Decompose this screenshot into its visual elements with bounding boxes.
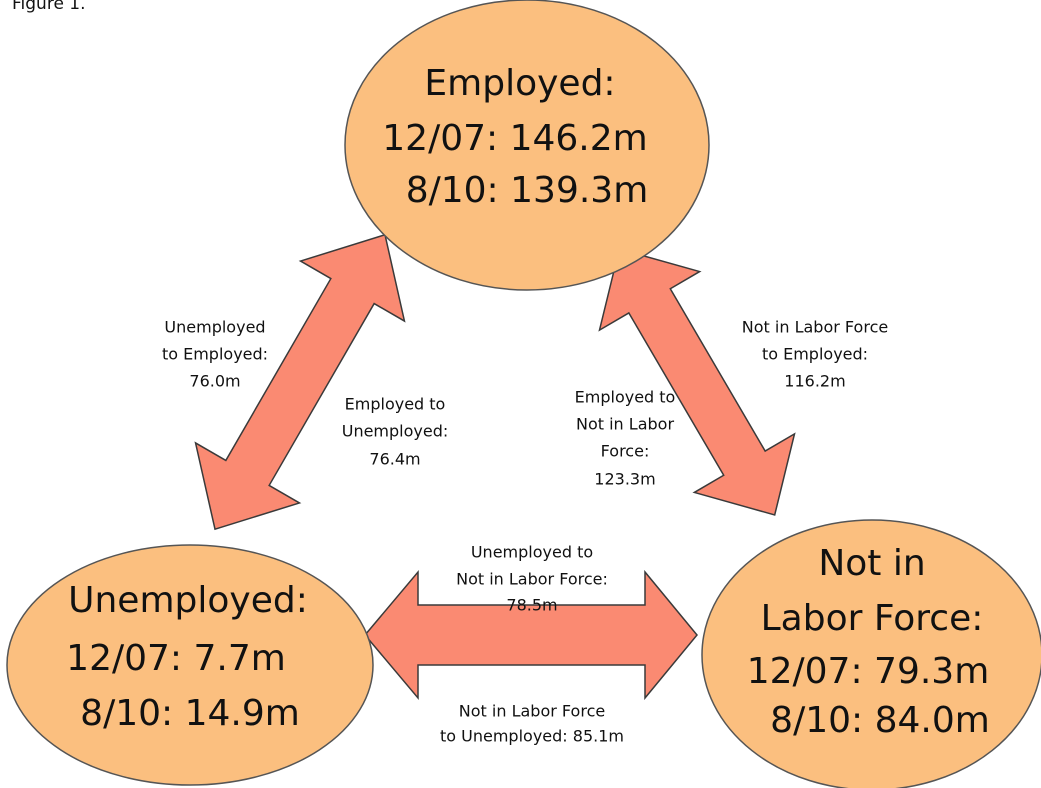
edge-text: Not in Labor Force — [459, 702, 605, 721]
edge-text: 76.4m — [369, 450, 420, 469]
arrows — [194, 233, 796, 701]
edge-text: Force: — [601, 442, 650, 461]
edge-text: Employed to — [575, 388, 676, 407]
edge-text: Not in Labor Force — [742, 318, 888, 337]
edge-label: Not in Labor Force to Employed: 116.2m — [742, 318, 888, 391]
node-text: 12/07: 146.2m — [382, 118, 647, 159]
edge-text: to Employed: — [762, 345, 868, 364]
edge-text: 78.5m — [506, 596, 557, 615]
caption: Figure 1. — [12, 0, 86, 14]
node-shape — [344, 0, 710, 291]
node-text: 8/10: 84.0m — [770, 700, 990, 741]
edge-label: Employed to Unemployed: 76.4m — [342, 395, 449, 469]
edge-text: 123.3m — [594, 470, 655, 489]
node-text: Employed: — [424, 63, 615, 104]
edge-text: 76.0m — [189, 372, 240, 391]
node-not-in-labor-force: Not in Labor Force: 12/07: 79.3m 8/10: 8… — [701, 519, 1041, 788]
edge-text: Not in Labor — [576, 415, 674, 434]
node-text: Unemployed: — [68, 580, 308, 621]
edge-text: Not in Labor Force: — [456, 570, 608, 589]
edge-text: Unemployed — [164, 318, 265, 337]
node-text: 8/10: 139.3m — [406, 170, 649, 211]
node-shape — [701, 519, 1041, 788]
edge-text: 116.2m — [784, 372, 845, 391]
node-text: 12/07: 79.3m — [747, 651, 990, 692]
edge-label: Not in Labor Force to Unemployed: 85.1m — [440, 702, 624, 746]
edge-text: Employed to — [345, 395, 446, 414]
edge-text: Unemployed: — [342, 422, 449, 441]
edge-label: Unemployed to Employed: 76.0m — [162, 318, 268, 391]
node-shape — [6, 544, 374, 786]
node-text: Not in — [818, 543, 925, 584]
node-text: 8/10: 14.9m — [80, 693, 300, 734]
arrow-bottom — [364, 569, 698, 701]
arrow-right — [598, 248, 796, 516]
edge-text: Unemployed to — [471, 543, 593, 562]
node-unemployed: Unemployed: 12/07: 7.7m 8/10: 14.9m — [6, 544, 374, 786]
node-text: 12/07: 7.7m — [66, 638, 286, 679]
arrow-left — [194, 233, 406, 531]
edge-text: to Unemployed: 85.1m — [440, 727, 624, 746]
edge-label: Unemployed to Not in Labor Force: 78.5m — [456, 543, 608, 615]
node-employed: Employed: 12/07: 146.2m 8/10: 139.3m — [344, 0, 710, 291]
edge-label: Employed to Not in Labor Force: 123.3m — [575, 388, 676, 489]
node-text: Labor Force: — [761, 598, 984, 639]
edge-text: to Employed: — [162, 345, 268, 364]
